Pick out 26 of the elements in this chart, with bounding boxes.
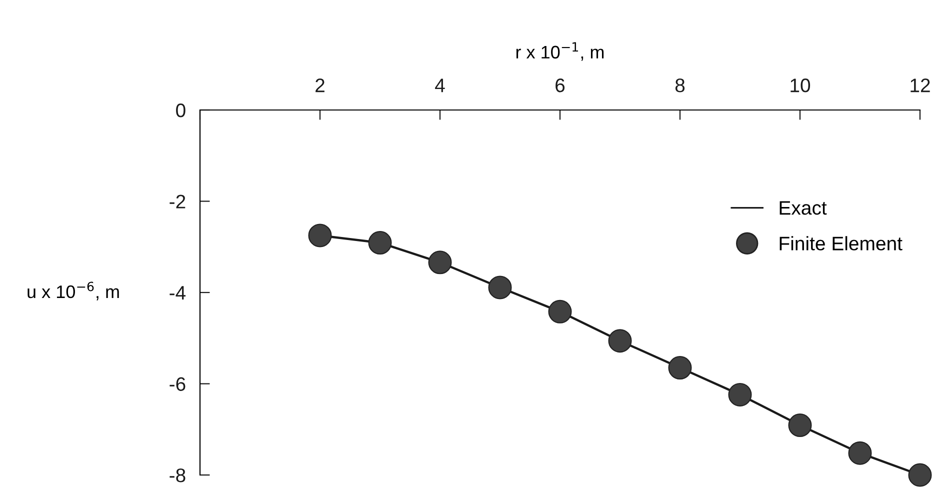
point	[788, 414, 812, 438]
x-tick-label: 10	[790, 78, 810, 92]
x-axis-title: r x 10$^{−1}$, m	[516, 42, 604, 61]
y-tick-label: -6	[170, 377, 186, 391]
y-tick-label: -8	[170, 468, 186, 482]
point	[548, 300, 572, 324]
x-tick-label: 4	[435, 78, 445, 92]
y-axis-title: u x 10$^{−6}$, m	[28, 282, 119, 300]
point	[308, 224, 332, 248]
point	[608, 329, 632, 353]
y-tick-label: 0	[176, 103, 186, 118]
x-tick-label: 6	[556, 78, 565, 92]
point	[908, 463, 932, 487]
point	[848, 441, 872, 465]
legend-label: Finite Element	[780, 236, 902, 250]
point	[668, 356, 692, 380]
point	[428, 250, 452, 274]
y-tick-label: -4	[170, 286, 186, 300]
y-tick-label: -2	[170, 194, 186, 208]
point	[368, 231, 392, 255]
point	[488, 276, 512, 300]
legend-label: Exact	[780, 201, 827, 215]
point	[728, 382, 752, 406]
x-tick-label: 8	[675, 78, 685, 92]
x-tick-label: 12	[910, 78, 930, 92]
x-tick-label: 2	[316, 78, 324, 92]
